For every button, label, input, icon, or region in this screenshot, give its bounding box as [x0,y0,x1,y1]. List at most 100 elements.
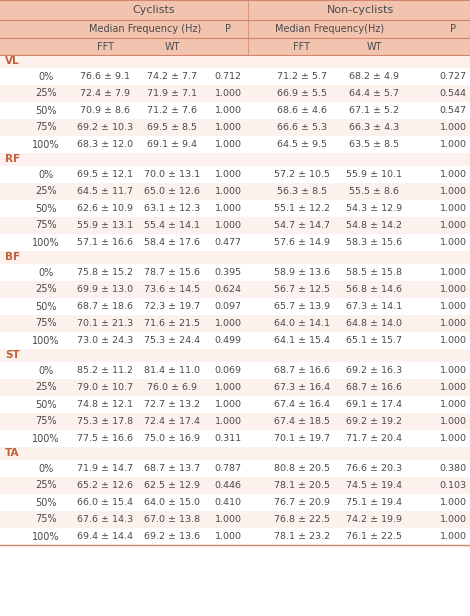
Text: 1.000: 1.000 [439,238,467,247]
Text: 57.6 ± 14.9: 57.6 ± 14.9 [274,238,330,247]
Text: 67.1 ± 5.2: 67.1 ± 5.2 [349,106,399,115]
Text: 78.1 ± 20.5: 78.1 ± 20.5 [274,481,330,490]
Text: 0.499: 0.499 [214,336,242,345]
Text: 1.000: 1.000 [214,383,242,392]
Text: 64.5 ± 9.5: 64.5 ± 9.5 [277,140,327,149]
Text: 0.097: 0.097 [214,302,242,311]
Bar [0,166,470,183]
Text: 0.787: 0.787 [214,464,242,473]
Text: 1.000: 1.000 [439,498,467,507]
Text: 78.7 ± 15.6: 78.7 ± 15.6 [144,268,200,277]
Text: 50%: 50% [35,203,57,214]
Text: 68.7 ± 16.6: 68.7 ± 16.6 [274,366,330,375]
Text: 1.000: 1.000 [214,515,242,524]
Text: 54.8 ± 14.2: 54.8 ± 14.2 [346,221,402,230]
Text: 66.6 ± 5.3: 66.6 ± 5.3 [277,123,327,132]
Text: 57.2 ± 10.5: 57.2 ± 10.5 [274,170,330,179]
Bar [0,55,470,68]
Bar [0,102,470,119]
Bar [0,315,470,332]
Text: 76.6 ± 20.3: 76.6 ± 20.3 [346,464,402,473]
Text: 100%: 100% [32,238,60,248]
Text: 1.000: 1.000 [439,170,467,179]
Text: 0.727: 0.727 [439,72,467,81]
Text: 0%: 0% [39,463,54,474]
Text: 55.5 ± 8.6: 55.5 ± 8.6 [349,187,399,196]
Bar [0,119,470,136]
Bar [0,217,470,234]
Text: Cyclists: Cyclists [133,5,175,15]
Text: 0%: 0% [39,71,54,81]
Text: 1.000: 1.000 [439,221,467,230]
Text: 64.8 ± 14.0: 64.8 ± 14.0 [346,319,402,328]
Text: 77.5 ± 16.6: 77.5 ± 16.6 [77,434,133,443]
Text: 1.000: 1.000 [439,319,467,328]
Text: 100%: 100% [32,434,60,444]
Text: 55.4 ± 14.1: 55.4 ± 14.1 [144,221,200,230]
Text: 55.9 ± 13.1: 55.9 ± 13.1 [77,221,133,230]
Text: 69.2 ± 19.2: 69.2 ± 19.2 [346,417,402,426]
Text: 1.000: 1.000 [214,187,242,196]
Text: 76.1 ± 22.5: 76.1 ± 22.5 [346,532,402,541]
Text: 0.311: 0.311 [214,434,242,443]
Text: 1.000: 1.000 [214,89,242,98]
Text: 66.0 ± 15.4: 66.0 ± 15.4 [77,498,133,507]
Text: 1.000: 1.000 [439,400,467,409]
Text: 25%: 25% [35,89,57,99]
Text: 68.3 ± 12.0: 68.3 ± 12.0 [77,140,133,149]
Text: 68.7 ± 18.6: 68.7 ± 18.6 [77,302,133,311]
Bar [0,85,470,102]
Text: 100%: 100% [32,532,60,541]
Text: 75%: 75% [35,318,57,328]
Text: 100%: 100% [32,139,60,150]
Text: 66.3 ± 4.3: 66.3 ± 4.3 [349,123,399,132]
Bar [0,281,470,298]
Text: 1.000: 1.000 [214,106,242,115]
Text: 71.7 ± 20.4: 71.7 ± 20.4 [346,434,402,443]
Bar [0,20,470,38]
Text: 64.5 ± 11.7: 64.5 ± 11.7 [77,187,133,196]
Text: 63.5 ± 8.5: 63.5 ± 8.5 [349,140,399,149]
Text: 85.2 ± 11.2: 85.2 ± 11.2 [77,366,133,375]
Text: 71.2 ± 7.6: 71.2 ± 7.6 [147,106,197,115]
Text: 0.544: 0.544 [439,89,467,98]
Bar [0,0,470,20]
Text: 75%: 75% [35,221,57,230]
Text: FFT: FFT [293,41,311,52]
Text: 69.2 ± 16.3: 69.2 ± 16.3 [346,366,402,375]
Text: 80.8 ± 20.5: 80.8 ± 20.5 [274,464,330,473]
Bar [0,447,470,460]
Text: 73.0 ± 24.3: 73.0 ± 24.3 [77,336,133,345]
Bar [0,332,470,349]
Text: 0%: 0% [39,267,54,277]
Text: 58.3 ± 15.6: 58.3 ± 15.6 [346,238,402,247]
Text: P: P [225,24,231,34]
Text: 75.0 ± 16.9: 75.0 ± 16.9 [144,434,200,443]
Text: 69.2 ± 10.3: 69.2 ± 10.3 [77,123,133,132]
Text: 67.0 ± 13.8: 67.0 ± 13.8 [144,515,200,524]
Text: 0.477: 0.477 [214,238,242,247]
Text: 76.7 ± 20.9: 76.7 ± 20.9 [274,498,330,507]
Text: TA: TA [5,448,19,458]
Text: 0.446: 0.446 [214,481,242,490]
Text: 56.3 ± 8.5: 56.3 ± 8.5 [277,187,327,196]
Text: BF: BF [5,253,20,262]
Bar [0,68,470,85]
Text: 71.2 ± 5.7: 71.2 ± 5.7 [277,72,327,81]
Text: 67.4 ± 16.4: 67.4 ± 16.4 [274,400,330,409]
Text: 1.000: 1.000 [439,532,467,541]
Text: 1.000: 1.000 [214,170,242,179]
Text: 69.5 ± 8.5: 69.5 ± 8.5 [147,123,197,132]
Text: 1.000: 1.000 [439,302,467,311]
Text: 0.410: 0.410 [214,498,242,507]
Text: VL: VL [5,57,20,67]
Text: 75%: 75% [35,416,57,426]
Text: P: P [450,24,456,34]
Text: 76.0 ± 6.9: 76.0 ± 6.9 [147,383,197,392]
Bar [0,264,470,281]
Text: 67.3 ± 16.4: 67.3 ± 16.4 [274,383,330,392]
Text: 1.000: 1.000 [439,383,467,392]
Bar [0,460,470,477]
Text: 0.103: 0.103 [439,481,467,490]
Text: 1.000: 1.000 [214,319,242,328]
